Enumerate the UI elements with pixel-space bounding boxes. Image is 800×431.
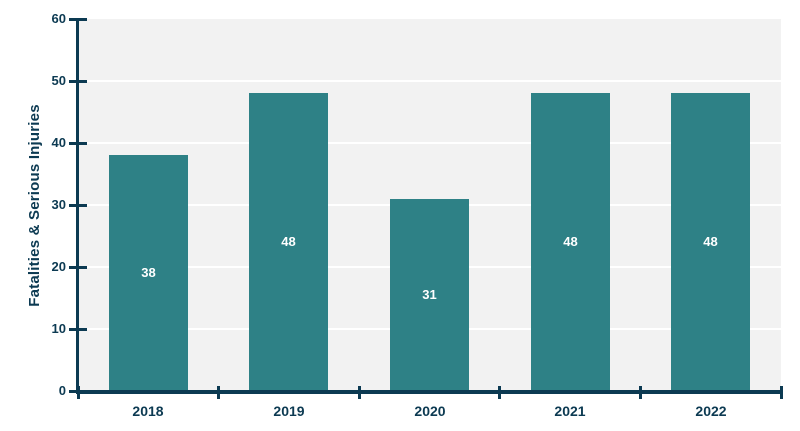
bar-value-label-2019: 48 <box>281 234 296 249</box>
gridline-40 <box>78 142 781 144</box>
y-tick-label-60: 60 <box>51 11 66 26</box>
x-axis-label-2020: 2020 <box>414 403 446 419</box>
x-axis-label-2022: 2022 <box>695 403 727 419</box>
bar-2020[interactable] <box>390 199 469 391</box>
x-tick-mark-0 <box>77 386 80 399</box>
y-tick-label-30: 30 <box>51 197 66 212</box>
x-axis-label-2021: 2021 <box>554 403 586 419</box>
y-tick-mark-60 <box>69 18 87 21</box>
y-tick-mark-30 <box>69 204 87 207</box>
bar-value-label-2022: 48 <box>703 234 718 249</box>
bar-2022[interactable] <box>671 93 750 391</box>
y-tick-label-10: 10 <box>51 321 66 336</box>
y-tick-mark-10 <box>69 328 87 331</box>
bar-value-label-2018: 38 <box>141 265 156 280</box>
y-tick-label-0: 0 <box>58 383 66 398</box>
bar-value-label-2020: 31 <box>422 287 437 302</box>
x-tick-mark-5 <box>780 386 783 399</box>
y-tick-mark-50 <box>69 80 87 83</box>
y-tick-mark-40 <box>69 142 87 145</box>
x-tick-mark-2 <box>358 386 361 399</box>
x-axis-label-2019: 2019 <box>273 403 305 419</box>
bar-2021[interactable] <box>531 93 610 391</box>
bar-2019[interactable] <box>249 93 328 391</box>
gridline-50 <box>78 80 781 82</box>
x-tick-mark-1 <box>217 386 220 399</box>
x-tick-mark-3 <box>498 386 501 399</box>
bar-value-label-2021: 48 <box>563 234 578 249</box>
y-tick-label-50: 50 <box>51 73 66 88</box>
bar-2018[interactable] <box>109 155 188 391</box>
y-tick-label-40: 40 <box>51 135 66 150</box>
y-tick-mark-20 <box>69 266 87 269</box>
y-tick-label-20: 20 <box>51 259 66 274</box>
x-axis-label-2018: 2018 <box>132 403 164 419</box>
x-tick-mark-4 <box>639 386 642 399</box>
x-axis-line <box>76 390 781 394</box>
